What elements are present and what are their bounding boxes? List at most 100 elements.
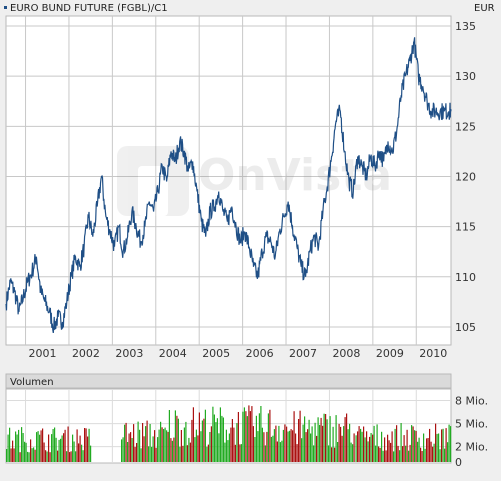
volume-bar [31,448,33,462]
volume-bar [273,429,275,462]
volume-bar [355,435,357,462]
volume-bar [168,410,170,462]
volume-bar [313,445,315,462]
volume-bar [60,438,62,462]
volume-bar [176,415,178,462]
volume-title: Volumen [10,377,54,388]
volume-bar [367,441,369,462]
volume-bar [61,435,63,462]
volume-bar [357,431,359,462]
volume-bar [57,450,59,462]
volume-bar [186,445,188,462]
volume-bar [124,424,126,462]
volume-bar [430,441,432,462]
volume-bar [302,424,304,462]
volume-bar [276,441,278,462]
volume-bar [140,448,142,462]
volume-bar [266,431,268,462]
volume-bar [258,413,260,462]
volume-bar [284,424,286,462]
volume-bar [88,428,90,462]
volume-bar [270,436,272,462]
volume-bar [78,443,80,462]
volume-bar [236,423,238,462]
volume-bar [426,438,428,462]
year-tick-label: 2003 [115,347,143,360]
volume-bar [225,429,227,462]
watermark-logo [117,146,189,216]
volume-bar [290,429,292,462]
volume-bar [230,427,232,462]
volume-bar [212,406,214,462]
volume-bar [52,429,54,462]
volume-bar [242,411,244,462]
volume-bar [408,450,410,462]
year-tick-label: 2010 [419,347,447,360]
volume-bar [299,410,301,462]
volume-bar [131,438,133,462]
year-tick-label: 2002 [72,347,100,360]
volume-bar [243,407,245,462]
price-tick-label: 130 [455,70,476,83]
volume-bar [332,426,334,462]
volume-bar [145,426,147,462]
price-axis: 105 110 115 120 125 130 135 [455,20,476,334]
volume-bar [195,429,197,462]
volume-bar [191,419,193,462]
volume-bar [278,425,280,462]
volume-bar [248,405,250,462]
volume-bar [198,412,200,462]
volume-bar [76,429,78,462]
volume-bar [215,422,217,462]
volume-bar [432,446,434,462]
price-tick-label: 110 [455,271,476,284]
volume-bar [308,419,310,462]
volume-bar [282,429,284,462]
volume-bar [30,439,32,462]
volume-bar [363,426,365,462]
volume-tick-label: 2 Mio. [455,441,488,454]
volume-bar [417,441,419,462]
volume-bar [361,431,363,462]
volume-bar [22,433,24,462]
volume-bar [254,437,256,462]
volume-bar [142,423,144,462]
volume-bar [221,415,223,462]
volume-bar [48,434,50,462]
volume-bar [379,447,381,462]
price-tick-label: 125 [455,120,476,133]
volume-bar [298,419,300,462]
volume-bar [251,406,253,462]
volume-bar [347,429,349,462]
volume-bar [337,442,339,462]
volume-bar [122,437,124,462]
volume-bar [331,447,333,462]
volume-bar [170,438,172,462]
volume-bar [174,410,176,462]
volume-bar [90,445,92,462]
volume-bar [194,437,196,462]
volume-bar [207,444,209,462]
volume-bar [222,417,224,462]
volume-bar [272,435,274,462]
volume-bar [46,451,48,462]
volume-bar [155,447,157,462]
volume-bar [353,433,355,462]
volume-bar [179,446,181,462]
volume-bar [189,442,191,462]
volume-bar [197,435,199,462]
volume-bar [25,442,27,462]
volume-bar [409,444,411,462]
volume-bar [435,423,437,462]
volume-bar [182,445,184,462]
volume-bar [343,426,345,462]
volume-bar [249,411,251,462]
volume-bar [269,409,271,462]
volume-bar [203,418,205,462]
watermark-text: OnVista [198,150,392,201]
volume-bar [350,442,352,462]
volume-bar [233,427,235,462]
year-tick-label: 2008 [332,347,360,360]
volume-bar [445,428,447,462]
